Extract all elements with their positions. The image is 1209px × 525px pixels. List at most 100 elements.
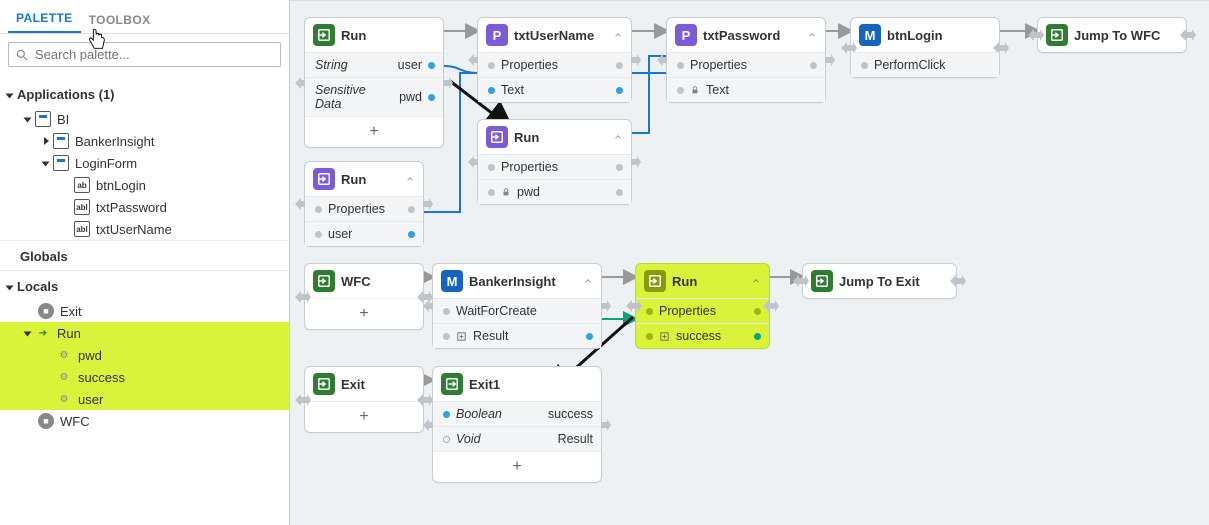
tree-local-user[interactable]: ⚙user xyxy=(0,388,289,410)
port-dot[interactable] xyxy=(443,411,450,418)
chevron-up-icon[interactable] xyxy=(613,28,623,43)
sidebar: PALETTE TOOLBOX Applications (1) BI Bank… xyxy=(0,0,290,525)
node-title: btnLogin xyxy=(887,28,991,43)
row-label: Text xyxy=(706,83,729,97)
tree-txtpassword[interactable]: abltxtPassword xyxy=(0,196,289,218)
port-dot[interactable] xyxy=(315,231,322,238)
flow-node-txtpwd[interactable]: PtxtPasswordPropertiesText xyxy=(666,17,826,103)
port-dot[interactable] xyxy=(428,94,435,101)
node-title: Exit xyxy=(341,377,415,392)
add-row-button[interactable]: + xyxy=(305,116,443,147)
flow-node-banker[interactable]: MBankerInsightWaitForCreateResult xyxy=(432,263,602,349)
tree-local-pwd[interactable]: ⚙pwd xyxy=(0,344,289,366)
tree-loginform[interactable]: LoginForm xyxy=(0,152,289,174)
search-input-wrap[interactable] xyxy=(8,42,281,67)
tree-label: WFC xyxy=(60,414,90,429)
tree-local-wfc[interactable]: ■ WFC xyxy=(0,410,289,432)
chevron-up-icon[interactable] xyxy=(807,28,817,43)
search-input[interactable] xyxy=(35,47,274,62)
port-dot[interactable] xyxy=(488,189,495,196)
chevron-up-icon[interactable] xyxy=(405,172,415,187)
flow-node-wfc[interactable]: WFC+ xyxy=(304,263,424,330)
flow-node-run2[interactable]: RunPropertiesuser xyxy=(304,161,424,247)
tree-label: Exit xyxy=(60,304,82,319)
tree-local-exit[interactable]: ■Exit xyxy=(0,300,289,322)
port-dot[interactable] xyxy=(408,231,415,238)
tree-section-applications[interactable]: Applications (1) xyxy=(0,79,289,108)
flow-node-run1[interactable]: RunStringuserSensitive Datapwd+ xyxy=(304,17,444,148)
port-dot[interactable] xyxy=(861,62,868,69)
node-badge-icon xyxy=(313,270,335,292)
port-dot[interactable] xyxy=(443,333,450,340)
chevron-up-icon[interactable] xyxy=(751,274,761,289)
row-value: pwd xyxy=(399,90,422,104)
port-dot[interactable] xyxy=(443,436,450,443)
port-dot[interactable] xyxy=(646,308,653,315)
node-badge-icon xyxy=(313,24,335,46)
port-dot[interactable] xyxy=(586,333,593,340)
abl-icon: abl xyxy=(74,221,90,237)
chevron-up-icon[interactable] xyxy=(613,130,623,145)
chevron-up-icon[interactable] xyxy=(583,274,593,289)
add-row-button[interactable]: + xyxy=(305,401,423,432)
node-row: WaitForCreate xyxy=(433,298,601,323)
flow-node-run4[interactable]: RunPropertiessuccess xyxy=(635,263,770,349)
node-title: Run xyxy=(341,172,399,187)
add-row-button[interactable]: + xyxy=(433,451,601,482)
flow-node-jumpexit[interactable]: Jump To Exit xyxy=(802,263,957,299)
tree-txtusername[interactable]: abltxtUserName xyxy=(0,218,289,240)
port-dot[interactable] xyxy=(754,308,761,315)
tree-local-success[interactable]: ⚙success xyxy=(0,366,289,388)
port-dot[interactable] xyxy=(488,62,495,69)
row-label: Properties xyxy=(501,160,558,174)
tab-toolbox[interactable]: TOOLBOX xyxy=(81,5,159,33)
tree-bankerinsight[interactable]: BankerInsight xyxy=(0,130,289,152)
tree-local-run[interactable]: ➔Run xyxy=(0,322,289,344)
node-badge-icon: P xyxy=(675,24,697,46)
port-dot[interactable] xyxy=(616,87,623,94)
tree-section-locals[interactable]: Locals xyxy=(0,270,289,300)
row-type: Void xyxy=(456,432,481,446)
row-label: Properties xyxy=(501,58,558,72)
gear-icon: ⚙ xyxy=(56,391,72,407)
tree-section-globals[interactable]: Globals xyxy=(0,240,289,270)
flow-node-exit[interactable]: Exit + xyxy=(304,366,424,433)
node-title: txtUserName xyxy=(514,28,607,43)
flow-canvas[interactable]: RunStringuserSensitive Datapwd+RunProper… xyxy=(290,0,1209,525)
tree-btnlogin[interactable]: abbtnLogin xyxy=(0,174,289,196)
port-dot[interactable] xyxy=(408,206,415,213)
port-dot[interactable] xyxy=(810,62,817,69)
node-row: Sensitive Datapwd xyxy=(305,77,443,116)
tree-app-bi[interactable]: BI xyxy=(0,108,289,130)
port-dot[interactable] xyxy=(428,62,435,69)
node-row: VoidResult xyxy=(433,426,601,451)
flow-node-exit1[interactable]: Exit1BooleansuccessVoidResult+ xyxy=(432,366,602,483)
port-dot[interactable] xyxy=(616,62,623,69)
add-row-button[interactable]: + xyxy=(305,298,423,329)
node-badge-icon: P xyxy=(486,24,508,46)
port-dot[interactable] xyxy=(488,87,495,94)
port-dot[interactable] xyxy=(443,308,450,315)
flow-node-btnlogin[interactable]: MbtnLoginPerformClick xyxy=(850,17,1000,78)
flow-node-run3[interactable]: RunPropertiespwd xyxy=(477,119,632,205)
tree-label: btnLogin xyxy=(96,178,146,193)
port-dot[interactable] xyxy=(754,333,761,340)
node-row: Text xyxy=(667,77,825,102)
stop-icon: ■ xyxy=(38,413,54,429)
port-dot[interactable] xyxy=(616,189,623,196)
port-dot[interactable] xyxy=(646,333,653,340)
node-row: Properties xyxy=(667,52,825,77)
gear-icon: ⚙ xyxy=(56,369,72,385)
flow-node-txtuser[interactable]: PtxtUserNamePropertiesText xyxy=(477,17,632,103)
port-dot[interactable] xyxy=(488,164,495,171)
tree-label: pwd xyxy=(78,348,102,363)
node-row: Properties xyxy=(305,196,423,221)
port-dot[interactable] xyxy=(677,62,684,69)
port-dot[interactable] xyxy=(315,206,322,213)
flow-node-jumpwfc[interactable]: Jump To WFC xyxy=(1037,17,1187,53)
tree-label: txtPassword xyxy=(96,200,167,215)
port-dot[interactable] xyxy=(677,87,684,94)
tab-palette[interactable]: PALETTE xyxy=(8,3,81,33)
node-badge-icon xyxy=(313,373,335,395)
port-dot[interactable] xyxy=(616,164,623,171)
